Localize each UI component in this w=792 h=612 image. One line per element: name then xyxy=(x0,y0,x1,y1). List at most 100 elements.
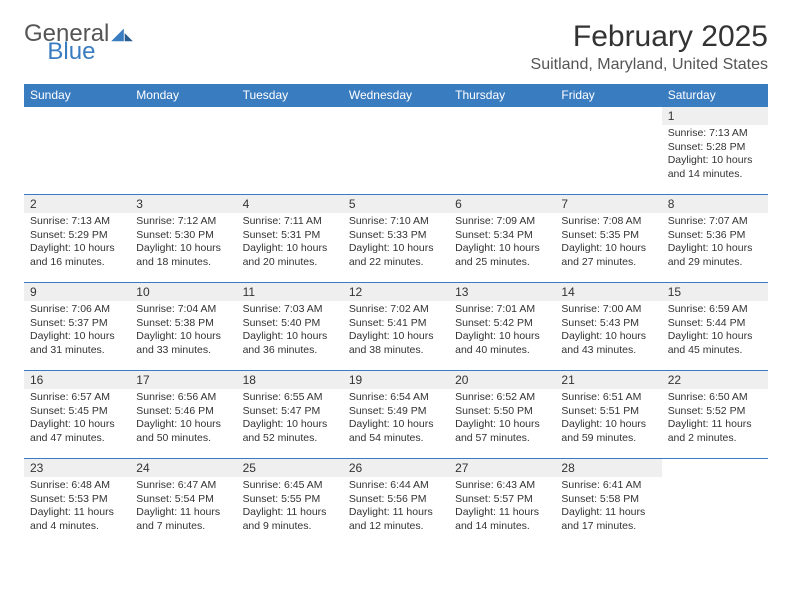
calendar-day-cell xyxy=(662,459,768,547)
daylight-text: Daylight: 10 hours and 59 minutes. xyxy=(561,418,655,445)
day-content: Sunrise: 6:52 AMSunset: 5:50 PMDaylight:… xyxy=(449,389,555,450)
sunset-text: Sunset: 5:35 PM xyxy=(561,229,655,243)
day-number: 1 xyxy=(662,107,768,125)
sunset-text: Sunset: 5:57 PM xyxy=(455,493,549,507)
location: Suitland, Maryland, United States xyxy=(531,56,768,74)
sunset-text: Sunset: 5:28 PM xyxy=(668,141,762,155)
daylight-text: Daylight: 11 hours and 12 minutes. xyxy=(349,506,443,533)
sunset-text: Sunset: 5:50 PM xyxy=(455,405,549,419)
day-content: Sunrise: 7:13 AMSunset: 5:29 PMDaylight:… xyxy=(24,213,130,274)
sunset-text: Sunset: 5:58 PM xyxy=(561,493,655,507)
sunset-text: Sunset: 5:46 PM xyxy=(136,405,230,419)
sunset-text: Sunset: 5:45 PM xyxy=(30,405,124,419)
sunrise-text: Sunrise: 6:57 AM xyxy=(30,391,124,405)
day-number: 22 xyxy=(662,371,768,389)
sunrise-text: Sunrise: 7:04 AM xyxy=(136,303,230,317)
day-content: Sunrise: 6:59 AMSunset: 5:44 PMDaylight:… xyxy=(662,301,768,362)
sunset-text: Sunset: 5:31 PM xyxy=(243,229,337,243)
sunrise-text: Sunrise: 6:51 AM xyxy=(561,391,655,405)
sunset-text: Sunset: 5:37 PM xyxy=(30,317,124,331)
day-number: 7 xyxy=(555,195,661,213)
day-content: Sunrise: 6:41 AMSunset: 5:58 PMDaylight:… xyxy=(555,477,661,538)
sunrise-text: Sunrise: 6:47 AM xyxy=(136,479,230,493)
sunset-text: Sunset: 5:53 PM xyxy=(30,493,124,507)
calendar-day-cell: 23Sunrise: 6:48 AMSunset: 5:53 PMDayligh… xyxy=(24,459,130,547)
calendar-day-cell: 3Sunrise: 7:12 AMSunset: 5:30 PMDaylight… xyxy=(130,195,236,283)
day-content: Sunrise: 7:08 AMSunset: 5:35 PMDaylight:… xyxy=(555,213,661,274)
daylight-text: Daylight: 10 hours and 29 minutes. xyxy=(668,242,762,269)
sunset-text: Sunset: 5:51 PM xyxy=(561,405,655,419)
calendar-day-cell: 8Sunrise: 7:07 AMSunset: 5:36 PMDaylight… xyxy=(662,195,768,283)
sunrise-text: Sunrise: 6:41 AM xyxy=(561,479,655,493)
day-number: 11 xyxy=(237,283,343,301)
weekday-header: Tuesday xyxy=(237,84,343,107)
calendar-day-cell: 22Sunrise: 6:50 AMSunset: 5:52 PMDayligh… xyxy=(662,371,768,459)
day-number: 10 xyxy=(130,283,236,301)
day-content: Sunrise: 7:06 AMSunset: 5:37 PMDaylight:… xyxy=(24,301,130,362)
calendar-week-row: 2Sunrise: 7:13 AMSunset: 5:29 PMDaylight… xyxy=(24,195,768,283)
sunset-text: Sunset: 5:54 PM xyxy=(136,493,230,507)
day-content: Sunrise: 7:00 AMSunset: 5:43 PMDaylight:… xyxy=(555,301,661,362)
calendar-day-cell: 4Sunrise: 7:11 AMSunset: 5:31 PMDaylight… xyxy=(237,195,343,283)
day-number: 2 xyxy=(24,195,130,213)
weekday-header: Wednesday xyxy=(343,84,449,107)
daylight-text: Daylight: 10 hours and 33 minutes. xyxy=(136,330,230,357)
daylight-text: Daylight: 11 hours and 9 minutes. xyxy=(243,506,337,533)
calendar-day-cell: 17Sunrise: 6:56 AMSunset: 5:46 PMDayligh… xyxy=(130,371,236,459)
calendar-day-cell: 6Sunrise: 7:09 AMSunset: 5:34 PMDaylight… xyxy=(449,195,555,283)
sunrise-text: Sunrise: 6:45 AM xyxy=(243,479,337,493)
logo-triangle-icon xyxy=(111,25,133,43)
calendar-day-cell: 26Sunrise: 6:44 AMSunset: 5:56 PMDayligh… xyxy=(343,459,449,547)
sunrise-text: Sunrise: 7:01 AM xyxy=(455,303,549,317)
daylight-text: Daylight: 10 hours and 45 minutes. xyxy=(668,330,762,357)
day-content: Sunrise: 7:01 AMSunset: 5:42 PMDaylight:… xyxy=(449,301,555,362)
day-number: 18 xyxy=(237,371,343,389)
daylight-text: Daylight: 10 hours and 14 minutes. xyxy=(668,154,762,181)
day-number: 3 xyxy=(130,195,236,213)
calendar-day-cell: 21Sunrise: 6:51 AMSunset: 5:51 PMDayligh… xyxy=(555,371,661,459)
calendar-week-row: 9Sunrise: 7:06 AMSunset: 5:37 PMDaylight… xyxy=(24,283,768,371)
day-content: Sunrise: 7:10 AMSunset: 5:33 PMDaylight:… xyxy=(343,213,449,274)
day-number: 20 xyxy=(449,371,555,389)
sunset-text: Sunset: 5:33 PM xyxy=(349,229,443,243)
daylight-text: Daylight: 11 hours and 4 minutes. xyxy=(30,506,124,533)
day-number: 8 xyxy=(662,195,768,213)
daylight-text: Daylight: 10 hours and 22 minutes. xyxy=(349,242,443,269)
sunrise-text: Sunrise: 7:10 AM xyxy=(349,215,443,229)
day-number: 24 xyxy=(130,459,236,477)
daylight-text: Daylight: 11 hours and 17 minutes. xyxy=(561,506,655,533)
sunrise-text: Sunrise: 6:55 AM xyxy=(243,391,337,405)
daylight-text: Daylight: 10 hours and 50 minutes. xyxy=(136,418,230,445)
calendar-day-cell: 20Sunrise: 6:52 AMSunset: 5:50 PMDayligh… xyxy=(449,371,555,459)
day-content: Sunrise: 7:09 AMSunset: 5:34 PMDaylight:… xyxy=(449,213,555,274)
day-number: 26 xyxy=(343,459,449,477)
day-content: Sunrise: 6:45 AMSunset: 5:55 PMDaylight:… xyxy=(237,477,343,538)
calendar-day-cell: 15Sunrise: 6:59 AMSunset: 5:44 PMDayligh… xyxy=(662,283,768,371)
calendar-day-cell xyxy=(449,107,555,195)
calendar-table: SundayMondayTuesdayWednesdayThursdayFrid… xyxy=(24,84,768,547)
weekday-header: Thursday xyxy=(449,84,555,107)
day-content: Sunrise: 7:03 AMSunset: 5:40 PMDaylight:… xyxy=(237,301,343,362)
day-number: 27 xyxy=(449,459,555,477)
sunrise-text: Sunrise: 7:00 AM xyxy=(561,303,655,317)
calendar-day-cell xyxy=(24,107,130,195)
daylight-text: Daylight: 10 hours and 54 minutes. xyxy=(349,418,443,445)
sunset-text: Sunset: 5:41 PM xyxy=(349,317,443,331)
sunrise-text: Sunrise: 6:43 AM xyxy=(455,479,549,493)
sunrise-text: Sunrise: 6:50 AM xyxy=(668,391,762,405)
day-content: Sunrise: 6:50 AMSunset: 5:52 PMDaylight:… xyxy=(662,389,768,450)
month-title: February 2025 xyxy=(531,20,768,54)
day-content: Sunrise: 6:54 AMSunset: 5:49 PMDaylight:… xyxy=(343,389,449,450)
calendar-day-cell: 16Sunrise: 6:57 AMSunset: 5:45 PMDayligh… xyxy=(24,371,130,459)
day-number: 5 xyxy=(343,195,449,213)
day-content: Sunrise: 7:02 AMSunset: 5:41 PMDaylight:… xyxy=(343,301,449,362)
day-number: 16 xyxy=(24,371,130,389)
daylight-text: Daylight: 11 hours and 14 minutes. xyxy=(455,506,549,533)
sunrise-text: Sunrise: 6:54 AM xyxy=(349,391,443,405)
day-content: Sunrise: 6:56 AMSunset: 5:46 PMDaylight:… xyxy=(130,389,236,450)
sunrise-text: Sunrise: 6:59 AM xyxy=(668,303,762,317)
daylight-text: Daylight: 10 hours and 27 minutes. xyxy=(561,242,655,269)
calendar-day-cell xyxy=(130,107,236,195)
calendar-day-cell: 2Sunrise: 7:13 AMSunset: 5:29 PMDaylight… xyxy=(24,195,130,283)
sunset-text: Sunset: 5:34 PM xyxy=(455,229,549,243)
